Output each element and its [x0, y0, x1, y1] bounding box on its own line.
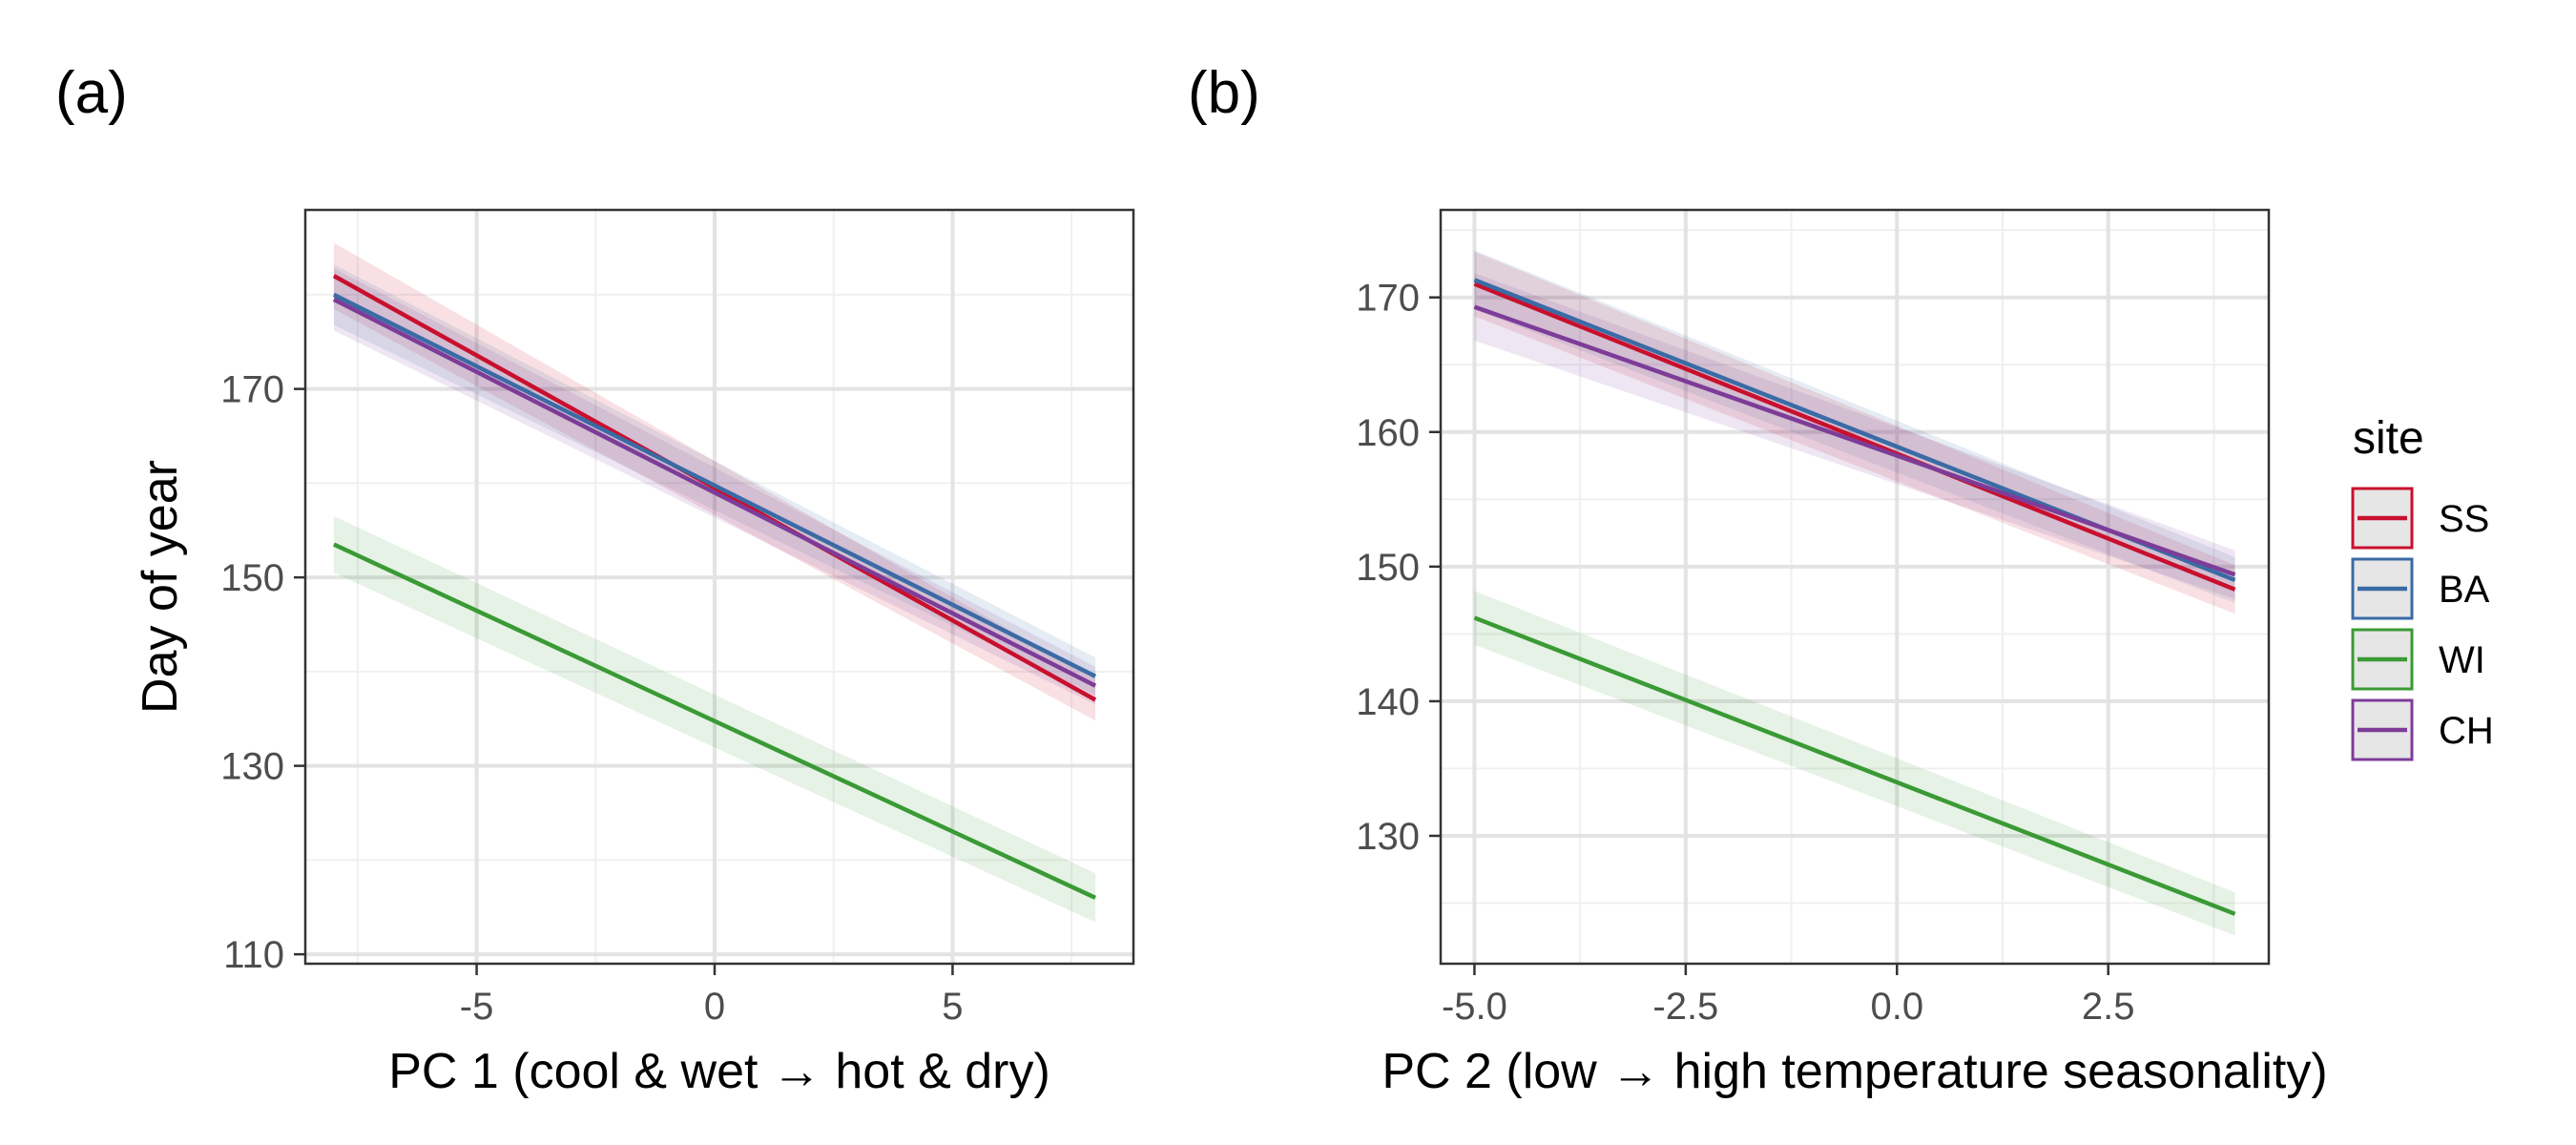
panel-a-series-lines: [332, 274, 1097, 900]
panel-a-x-ticks: -5 0 5: [460, 964, 964, 1028]
panel-b-major-grid: [1441, 210, 2269, 964]
panel-a-x-tick-label: 0: [704, 986, 725, 1028]
panel-b-x-tick-label: 2.5: [2082, 986, 2135, 1028]
legend-item-ss: SS: [2351, 487, 2489, 550]
legend-label: CH: [2439, 710, 2494, 752]
panel-a-minor-grid: [305, 210, 1133, 964]
panel-b-series-lines: [1473, 278, 2236, 916]
panel-b-y-tick-label: 140: [1356, 681, 1420, 723]
panel-b-x-tick-label: -2.5: [1652, 986, 1718, 1028]
panel-a-y-tick-label: 150: [220, 557, 284, 599]
panel-b-x-tick-label: 0.0: [1870, 986, 1923, 1028]
panel-a-ribbon-ss: [333, 242, 1096, 721]
panel-a-border: [303, 208, 1135, 966]
legend-label: BA: [2439, 569, 2490, 611]
panel-b-y-tick-label: 160: [1356, 412, 1420, 454]
panel-a-y-axis-title: Day of year: [133, 460, 188, 714]
panel-a-line-wi: [332, 542, 1097, 900]
panel-b-ribbon-wi: [1474, 591, 2235, 936]
legend-items: SS BA WI CH: [2351, 487, 2494, 761]
panel-a-y-tick-label: 110: [223, 934, 284, 976]
panel-a-y-ticks: 110 130 150 170: [220, 369, 305, 976]
panel-b-y-tick-label: 170: [1356, 278, 1420, 320]
legend-item-ch: CH: [2351, 698, 2494, 761]
panel-a-label: (a): [55, 60, 128, 126]
legend-item-wi: WI: [2351, 628, 2485, 691]
panel-a: (a) -5 0 5 110 130 150 170 PC 1 (cool & wet →…: [55, 60, 1135, 1099]
panel-b-border: [1439, 208, 2271, 966]
panel-b-background: [1441, 210, 2269, 964]
panel-a-y-tick-label: 170: [220, 369, 284, 411]
panel-b-x-axis-title: PC 2 (low → high temperature seasonality…: [1381, 1044, 2327, 1099]
panel-b: (b) -5.0 -2.5 0.0 2.5 130 140 150 160 170 PC 2 …: [1188, 60, 2328, 1099]
panel-b-line-ss: [1473, 281, 2236, 592]
panel-b-x-tick-label: -5.0: [1442, 986, 1507, 1028]
panel-b-y-tick-label: 130: [1356, 816, 1420, 858]
panel-a-line-ba: [332, 292, 1097, 678]
legend-label: SS: [2439, 498, 2489, 540]
legend-title: site: [2353, 413, 2424, 464]
panel-a-x-tick-label: -5: [460, 986, 494, 1028]
panel-b-line-ch: [1473, 304, 2236, 577]
panel-b-y-tick-label: 150: [1356, 547, 1420, 589]
panel-a-x-axis-title: PC 1 (cool & wet → hot & dry): [388, 1044, 1050, 1099]
legend: site SS BA WI CH: [2351, 413, 2494, 761]
panel-b-y-ticks: 130 140 150 160 170: [1356, 278, 1441, 858]
panel-a-x-tick-label: 5: [942, 986, 963, 1028]
panel-b-label: (b): [1188, 60, 1260, 126]
panel-a-major-grid: [305, 210, 1133, 964]
panel-b-minor-grid: [1441, 210, 2269, 964]
panel-a-line-ch: [332, 297, 1097, 688]
panel-b-x-ticks: -5.0 -2.5 0.0 2.5: [1442, 964, 2135, 1028]
panel-b-line-wi: [1473, 615, 2236, 916]
panel-a-y-tick-label: 130: [220, 746, 284, 788]
panel-b-ribbon-ss: [1474, 251, 2235, 614]
legend-label: WI: [2439, 639, 2485, 681]
legend-item-ba: BA: [2351, 557, 2490, 620]
